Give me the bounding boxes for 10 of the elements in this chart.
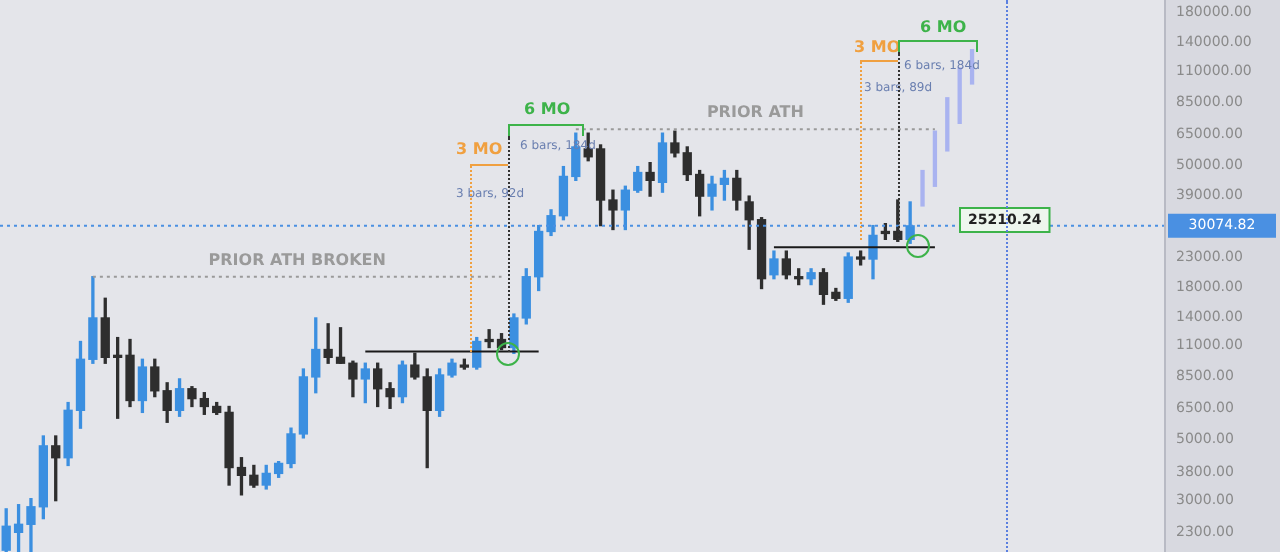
candlestick	[645, 162, 655, 197]
bar	[932, 130, 938, 187]
annotation: 3 MO	[456, 140, 503, 159]
annotation: 6 MO	[524, 100, 571, 119]
bar	[920, 169, 925, 207]
bar	[945, 97, 950, 152]
annotation: 3 MO	[854, 38, 901, 57]
annotation: 6 MO	[920, 18, 967, 37]
series-label: PRIOR ATH	[706, 103, 804, 122]
series-label: PRIOR ATH BROKEN	[208, 250, 386, 269]
